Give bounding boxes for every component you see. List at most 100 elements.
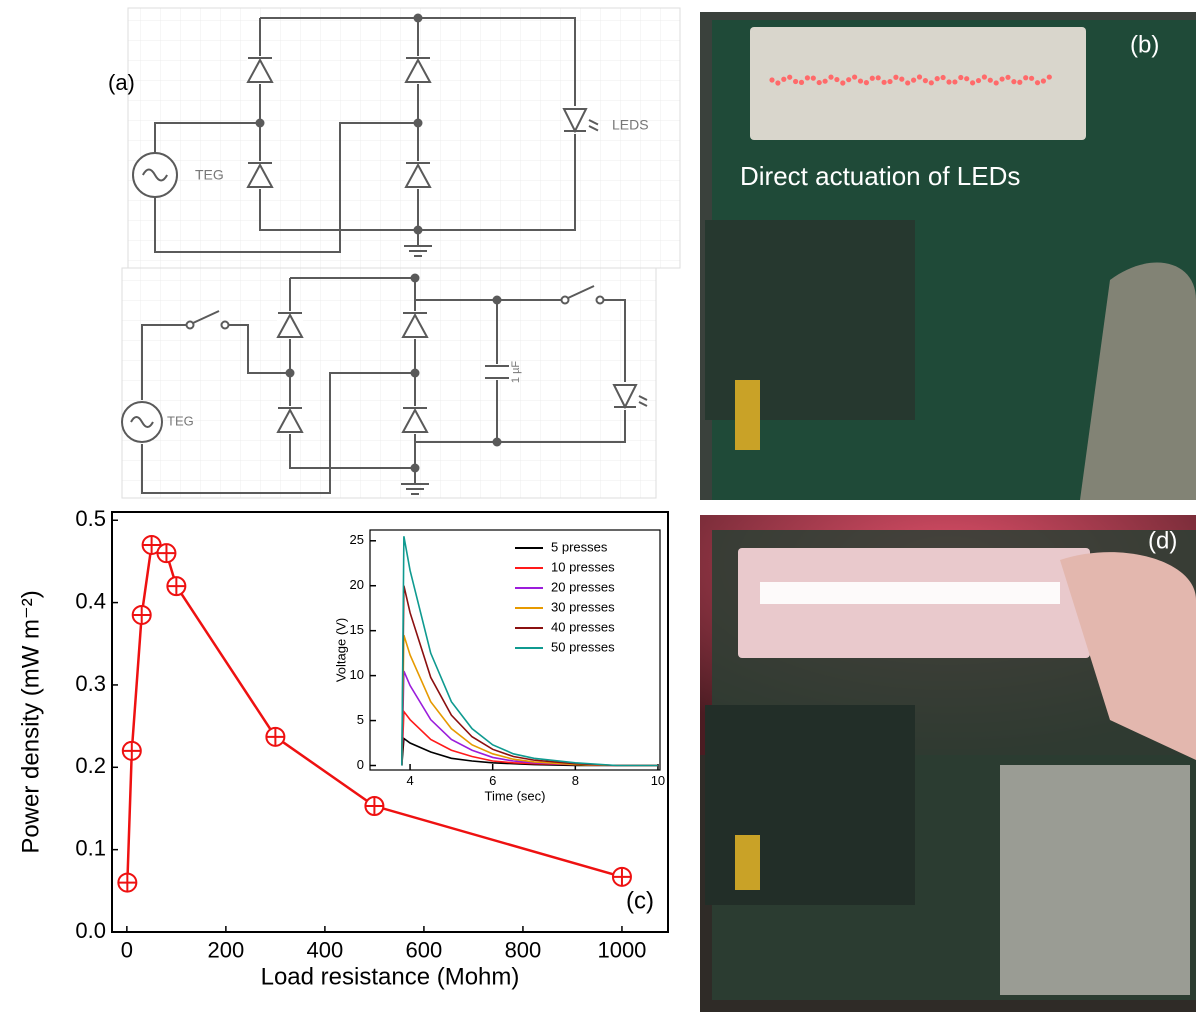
y-tick-label: 0.0 xyxy=(75,918,106,943)
photo-caption: Direct actuation of LEDs xyxy=(740,161,1020,191)
led-dot xyxy=(1046,74,1052,80)
node xyxy=(413,13,423,23)
wire xyxy=(154,122,260,153)
breadboard xyxy=(750,27,1086,140)
source-label: TEG xyxy=(195,167,224,183)
led-dot xyxy=(834,76,840,83)
y-tick-label: 15 xyxy=(350,622,364,637)
led-dot xyxy=(940,74,946,81)
marker xyxy=(611,866,632,887)
charts: 0 200 400 600 800 10000.00.10.20.30.40.5Load … xyxy=(17,506,669,991)
led-dot xyxy=(975,77,982,84)
led-dot xyxy=(869,75,875,81)
marker xyxy=(166,576,187,597)
led-dot xyxy=(775,80,781,86)
led-dot xyxy=(1017,79,1023,85)
marker xyxy=(131,604,152,625)
marker-cross xyxy=(132,605,151,624)
marker-cross xyxy=(266,727,285,746)
led-dot xyxy=(810,75,816,81)
node xyxy=(410,368,420,378)
led-dot xyxy=(916,74,923,80)
cap-bg xyxy=(485,364,509,380)
led-dot xyxy=(887,78,893,85)
marker xyxy=(265,726,286,747)
y-tick-label: 0.2 xyxy=(75,753,106,778)
diode xyxy=(401,407,429,433)
diode xyxy=(404,162,432,188)
led-dot xyxy=(822,78,828,84)
circuits xyxy=(121,13,648,495)
led-dot xyxy=(798,79,805,85)
diode xyxy=(246,162,274,188)
marker xyxy=(364,796,385,816)
marker-cross xyxy=(118,873,137,892)
circuit-top-bg xyxy=(127,7,681,269)
led-dot xyxy=(1029,75,1035,81)
line xyxy=(401,536,658,767)
led-dot xyxy=(1011,79,1017,85)
wire xyxy=(141,324,190,400)
marker xyxy=(141,534,162,555)
diode xyxy=(246,57,274,83)
led-dot xyxy=(911,77,917,83)
led-row xyxy=(769,74,1052,86)
led-dot xyxy=(857,78,864,84)
marker-cross xyxy=(122,741,141,760)
y-axis-label: Power density (mW m⁻²) xyxy=(17,590,44,853)
panel-label: (a) xyxy=(108,70,135,95)
legend-label: 30 presses xyxy=(551,599,615,614)
x-tick-label: 400 xyxy=(307,938,344,963)
x-tick-label: 10 xyxy=(651,773,665,788)
led-dot xyxy=(1023,75,1029,81)
led-dot xyxy=(781,76,787,82)
led-dot xyxy=(1005,74,1011,80)
capacitor-label: 1 µF xyxy=(510,361,522,384)
led-dot xyxy=(846,77,852,83)
y-tick-label: 10 xyxy=(350,667,364,682)
switch-pin xyxy=(560,295,570,305)
node xyxy=(285,368,295,378)
sine xyxy=(130,416,154,428)
led-dot xyxy=(828,74,834,80)
led-dot xyxy=(958,74,964,81)
led xyxy=(562,108,599,134)
wire xyxy=(567,285,595,299)
marker xyxy=(117,872,138,893)
x-tick-label: 800 xyxy=(505,938,542,963)
led-dot xyxy=(946,79,952,85)
legend-label: 5 presses xyxy=(551,539,608,554)
lit-leds xyxy=(760,582,1060,604)
legend-label: 40 presses xyxy=(551,619,615,634)
led-dot xyxy=(993,80,999,86)
diode xyxy=(276,312,304,338)
y-axis-label: Voltage (V) xyxy=(333,618,348,682)
node xyxy=(410,463,420,473)
led-dot xyxy=(793,78,799,85)
x-axis-label: Time (sec) xyxy=(485,789,546,804)
node xyxy=(492,295,502,305)
led-dot xyxy=(964,76,970,82)
y-tick-label: 20 xyxy=(350,577,364,592)
switch-pin xyxy=(185,320,195,330)
y-tick-label: 25 xyxy=(350,532,364,547)
wire xyxy=(192,310,220,324)
node xyxy=(413,118,423,128)
led-dot xyxy=(981,74,988,80)
marker-cross xyxy=(157,544,176,563)
led-dot xyxy=(970,80,976,86)
led-dot xyxy=(899,76,905,82)
led-dot xyxy=(987,77,993,83)
diode xyxy=(276,407,304,433)
led-dot xyxy=(1034,80,1041,86)
led-dot xyxy=(905,80,911,86)
led-dot xyxy=(881,79,887,85)
node xyxy=(492,437,502,447)
y-tick-label: 0 xyxy=(357,757,364,772)
marker-cross xyxy=(612,867,631,886)
wire xyxy=(497,299,626,443)
y-tick-label: 5 xyxy=(357,712,364,727)
diode xyxy=(401,312,429,338)
led-dot xyxy=(999,76,1005,82)
